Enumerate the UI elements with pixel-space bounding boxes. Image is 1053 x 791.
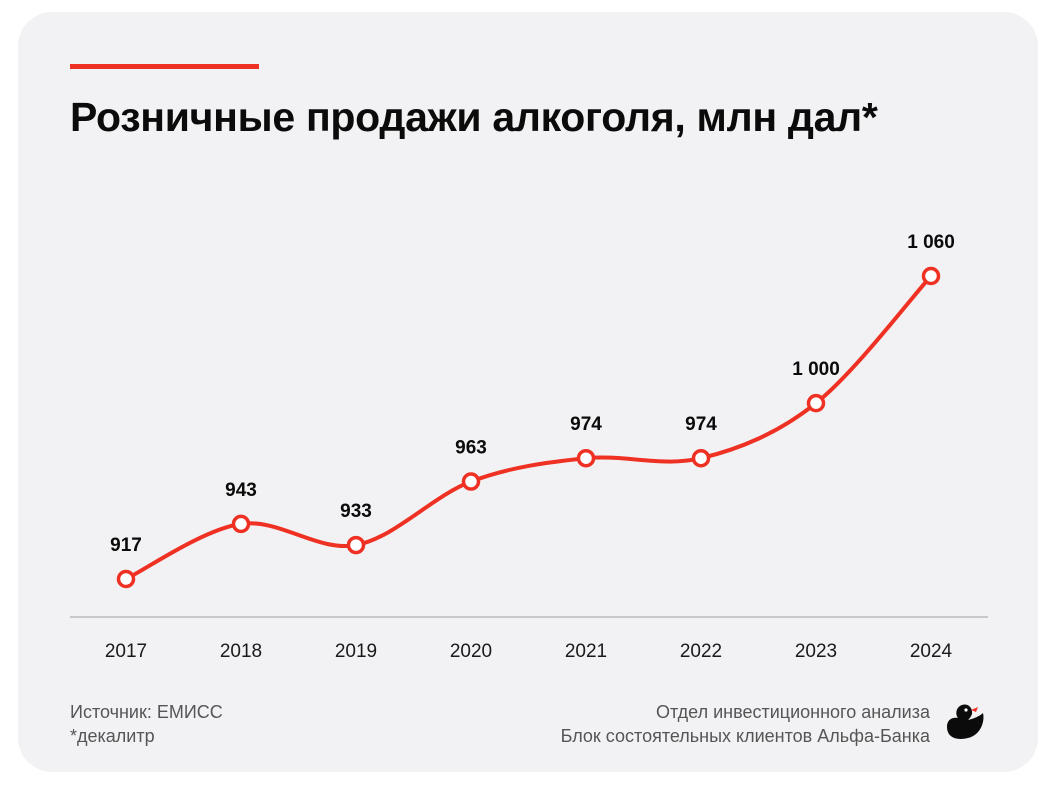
accent-line bbox=[70, 64, 259, 69]
x-tick-label: 2021 bbox=[565, 641, 607, 662]
series-line bbox=[124, 274, 933, 581]
x-tick-label: 2019 bbox=[335, 641, 377, 662]
data-point bbox=[461, 472, 481, 491]
data-label: 943 bbox=[225, 480, 257, 501]
department-block: Отдел инвестиционного анализа Блок состо… bbox=[561, 700, 930, 748]
x-tick-label: 2022 bbox=[680, 641, 722, 662]
department-line-2: Блок состоятельных клиентов Альфа-Банка bbox=[560, 726, 930, 746]
x-tick-label: 2018 bbox=[220, 641, 262, 662]
data-label: 974 bbox=[570, 414, 602, 435]
data-label: 974 bbox=[685, 414, 717, 435]
data-point bbox=[231, 514, 251, 534]
data-point bbox=[921, 266, 941, 286]
data-label: 1 060 bbox=[907, 232, 955, 253]
data-label: 1 000 bbox=[792, 359, 840, 380]
data-point bbox=[576, 448, 596, 468]
data-point bbox=[346, 535, 366, 555]
data-point bbox=[116, 569, 136, 589]
duck-logo-icon bbox=[947, 704, 984, 739]
data-point bbox=[806, 393, 826, 413]
department-line-1: Отдел инвестиционного анализа bbox=[656, 702, 930, 722]
data-label: 917 bbox=[110, 535, 142, 556]
data-point bbox=[691, 448, 711, 468]
x-tick-label: 2023 bbox=[795, 641, 837, 662]
data-label: 933 bbox=[340, 501, 372, 522]
chart-title: Розничные продажи алкоголя, млн дал* bbox=[70, 94, 878, 140]
source-text: Источник: ЕМИСС bbox=[70, 702, 223, 722]
x-tick-label: 2024 bbox=[910, 641, 953, 662]
chart-card bbox=[18, 12, 1038, 772]
footnote-text: *декалитр bbox=[70, 726, 155, 746]
x-tick-label: 2017 bbox=[105, 641, 147, 662]
source-block: Источник: ЕМИСС *декалитр bbox=[70, 700, 223, 748]
data-label: 963 bbox=[455, 438, 487, 459]
x-tick-label: 2020 bbox=[450, 641, 492, 662]
